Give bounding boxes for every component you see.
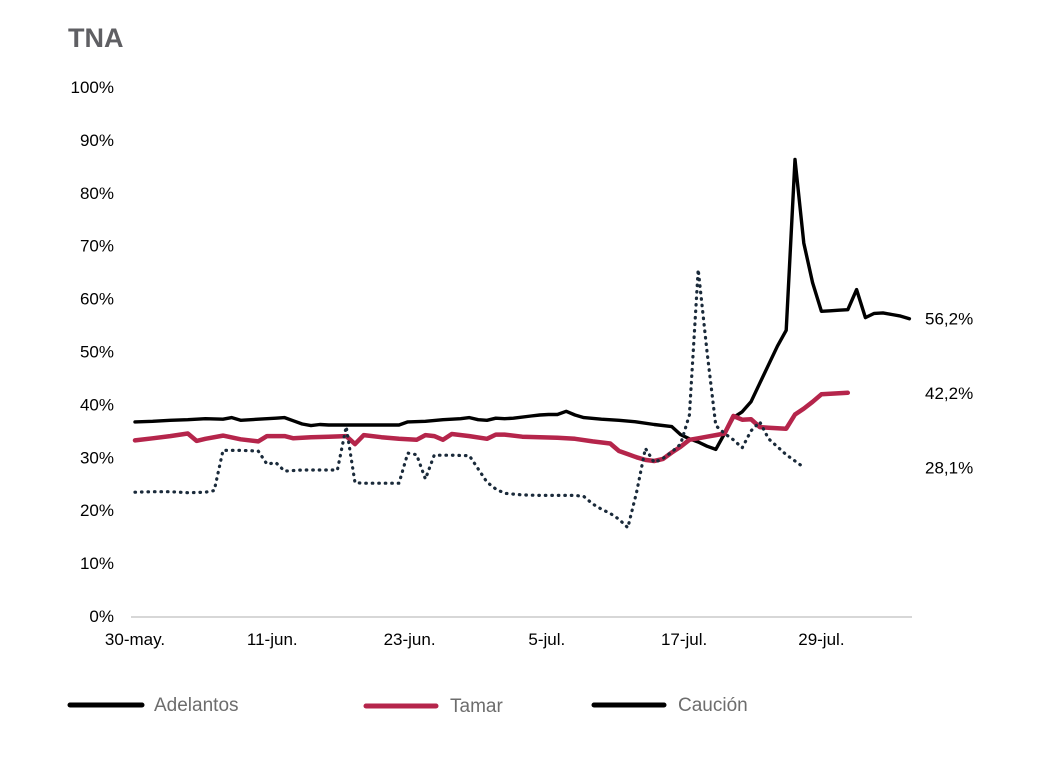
- y-tick-label: 30%: [80, 448, 114, 467]
- x-tick-label: 30-may.: [105, 630, 165, 649]
- legend-label-tamar: Tamar: [450, 696, 503, 717]
- y-tick-label: 10%: [80, 554, 114, 573]
- series-layer: [132, 157, 912, 530]
- x-tick-label: 29-jul.: [798, 630, 844, 649]
- end-value-label: 56,2%: [925, 310, 973, 329]
- y-tick-label: 0%: [89, 607, 114, 626]
- legend-label-adelantos: Adelantos: [154, 695, 239, 716]
- legend-item-caucion: Caución: [591, 695, 748, 716]
- legend: Adelantos Tamar Caución: [67, 695, 748, 717]
- y-tick-label: 100%: [71, 78, 114, 97]
- end-value-label: 28,1%: [925, 458, 973, 477]
- y-tick-label: 90%: [80, 131, 114, 150]
- y-tick-label: 40%: [80, 395, 114, 414]
- series-line-caucin: [133, 267, 806, 530]
- x-tick-label: 23-jun.: [384, 630, 436, 649]
- series-line-adelantos: [133, 157, 912, 452]
- y-tick-label: 70%: [80, 237, 114, 256]
- legend-item-adelantos: Adelantos: [67, 695, 239, 716]
- x-tick-label: 17-jul.: [661, 630, 707, 649]
- x-tick-label: 5-jul.: [528, 630, 565, 649]
- x-tick-label: 11-jun.: [247, 630, 298, 649]
- legend-item-tamar: Tamar: [363, 696, 503, 717]
- chart-title: TNA: [68, 23, 124, 53]
- end-value-label: 42,2%: [925, 384, 973, 403]
- x-axis-tick-labels: 30-may. 11-jun. 23-jun. 5-jul. 17-jul. 29-jul…: [105, 630, 845, 649]
- end-labels: 56,2% 42,2% 28,1%: [925, 310, 973, 478]
- y-axis-tick-labels: 0% 10% 20% 30% 40% 50% 60% 70% 80% 90% 100%: [71, 78, 114, 626]
- y-tick-label: 80%: [80, 184, 114, 203]
- y-tick-label: 20%: [80, 501, 114, 520]
- legend-label-caucion: Caución: [678, 695, 748, 716]
- y-tick-label: 50%: [80, 343, 114, 362]
- y-tick-label: 60%: [80, 290, 114, 309]
- series-line-tamar: [132, 390, 851, 464]
